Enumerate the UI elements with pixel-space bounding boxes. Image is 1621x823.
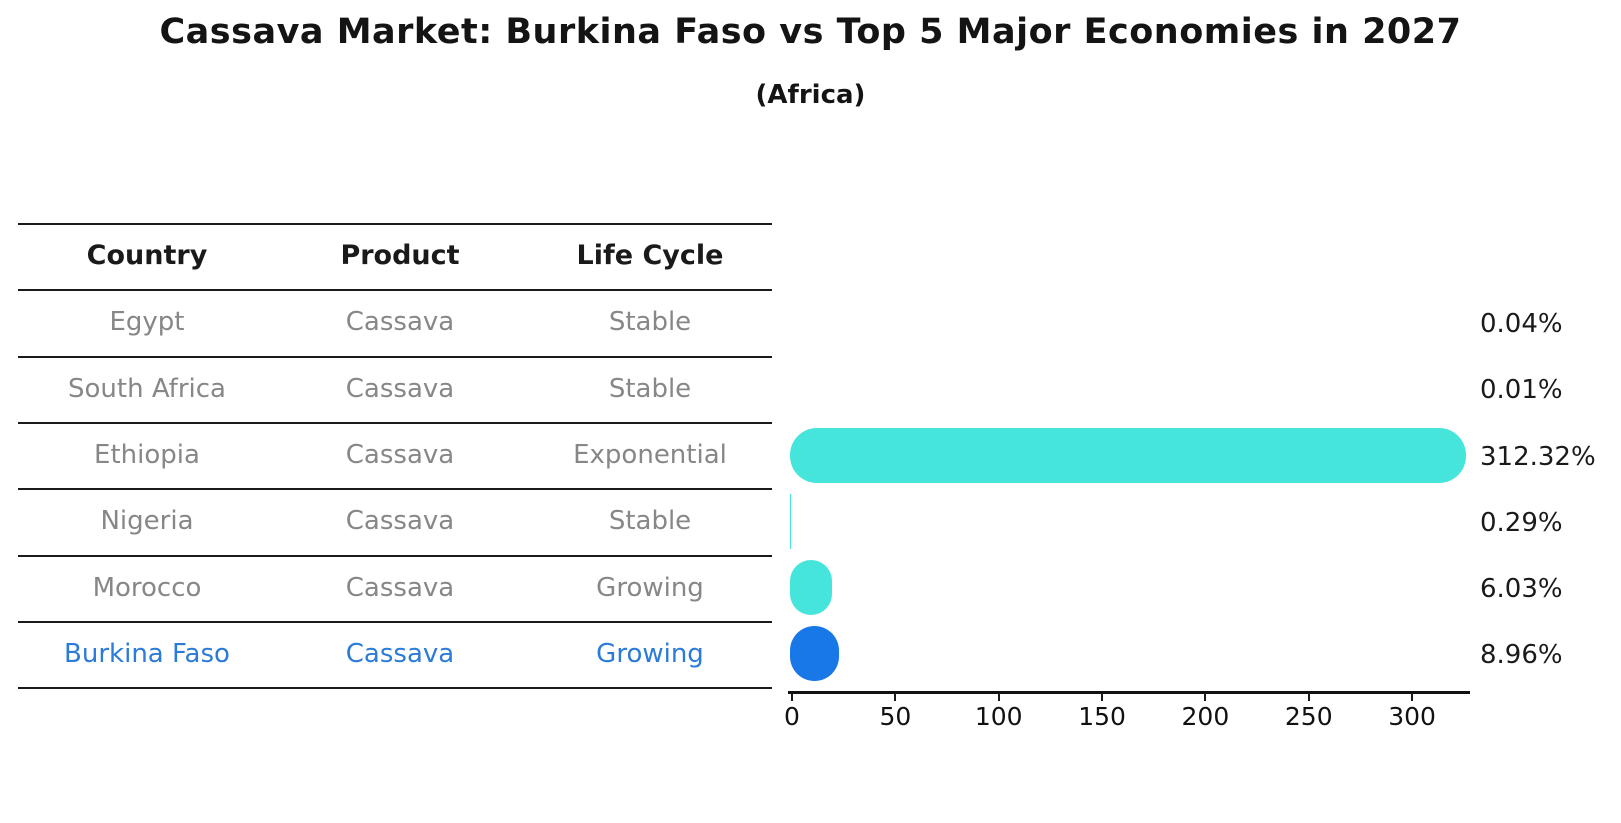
value-label-nigeria: 0.29% — [1480, 507, 1563, 538]
bar-morocco — [790, 560, 833, 616]
table-cell-country: South Africa — [68, 373, 226, 404]
table-cell-country: Morocco — [92, 572, 202, 603]
row-separator-line — [18, 355, 772, 358]
bar-ethiopia — [790, 427, 1466, 483]
x-axis-tick-label: 250 — [1284, 702, 1333, 731]
table-cell-life-cycle: Exponential — [573, 440, 727, 471]
value-label-burkina-faso: 8.96% — [1480, 640, 1563, 671]
row-separator-line — [18, 289, 772, 292]
x-axis-tick — [997, 693, 1000, 701]
x-axis-tick-label: 300 — [1388, 702, 1436, 731]
table-cell-life-cycle: Stable — [608, 307, 692, 338]
x-axis-tick — [1204, 693, 1207, 701]
row-separator-line — [18, 488, 772, 491]
table-cell-country: Ethiopia — [94, 440, 200, 471]
table-header-product: Product — [340, 240, 460, 271]
x-axis — [788, 691, 1470, 694]
x-axis-tick — [791, 693, 793, 701]
table-cell-life-cycle: Stable — [608, 506, 692, 537]
row-separator-line — [18, 223, 772, 225]
bar-burkina-faso — [790, 626, 839, 682]
table-header-life-cycle: Life Cycle — [576, 240, 724, 271]
x-axis-tick-label: 0 — [784, 702, 800, 731]
x-axis-tick-label: 50 — [879, 702, 912, 731]
table-cell-life-cycle: Stable — [608, 373, 692, 404]
table-cell-product: Cassava — [345, 506, 455, 537]
row-separator-line — [18, 687, 772, 690]
table-cell-product: Cassava — [345, 572, 455, 603]
row-separator-line — [18, 554, 772, 557]
bar-nigeria — [790, 493, 792, 549]
table-cell-country: Nigeria — [100, 506, 194, 537]
table-cell-product: Cassava — [345, 307, 455, 338]
table-cell-product: Cassava — [345, 638, 455, 669]
table-cell-country: Egypt — [109, 307, 185, 338]
table-cell-life-cycle: Growing — [596, 572, 704, 603]
x-axis-tick-label: 200 — [1181, 702, 1230, 731]
table-cell-product: Cassava — [345, 440, 455, 471]
x-axis-tick-label: 100 — [974, 702, 1023, 731]
x-axis-tick-label: 150 — [1078, 702, 1126, 731]
value-label-ethiopia: 312.32% — [1480, 441, 1596, 472]
x-axis-tick — [1307, 693, 1310, 701]
value-label-south-africa: 0.01% — [1480, 375, 1563, 406]
value-label-egypt: 0.04% — [1480, 308, 1563, 339]
table-cell-country: Burkina Faso — [64, 638, 230, 669]
row-separator-line — [18, 421, 772, 424]
row-separator-line — [18, 620, 772, 623]
table-cell-life-cycle: Growing — [596, 638, 704, 669]
table-header-country: Country — [86, 240, 208, 271]
x-axis-tick — [894, 693, 897, 701]
x-axis-tick — [1101, 693, 1104, 701]
x-axis-tick — [1411, 693, 1414, 701]
value-label-morocco: 6.03% — [1480, 574, 1563, 605]
chart-subtitle: (Africa) — [755, 80, 866, 110]
chart-title: Cassava Market: Burkina Faso vs Top 5 Ma… — [159, 12, 1462, 52]
table-cell-product: Cassava — [345, 373, 455, 404]
